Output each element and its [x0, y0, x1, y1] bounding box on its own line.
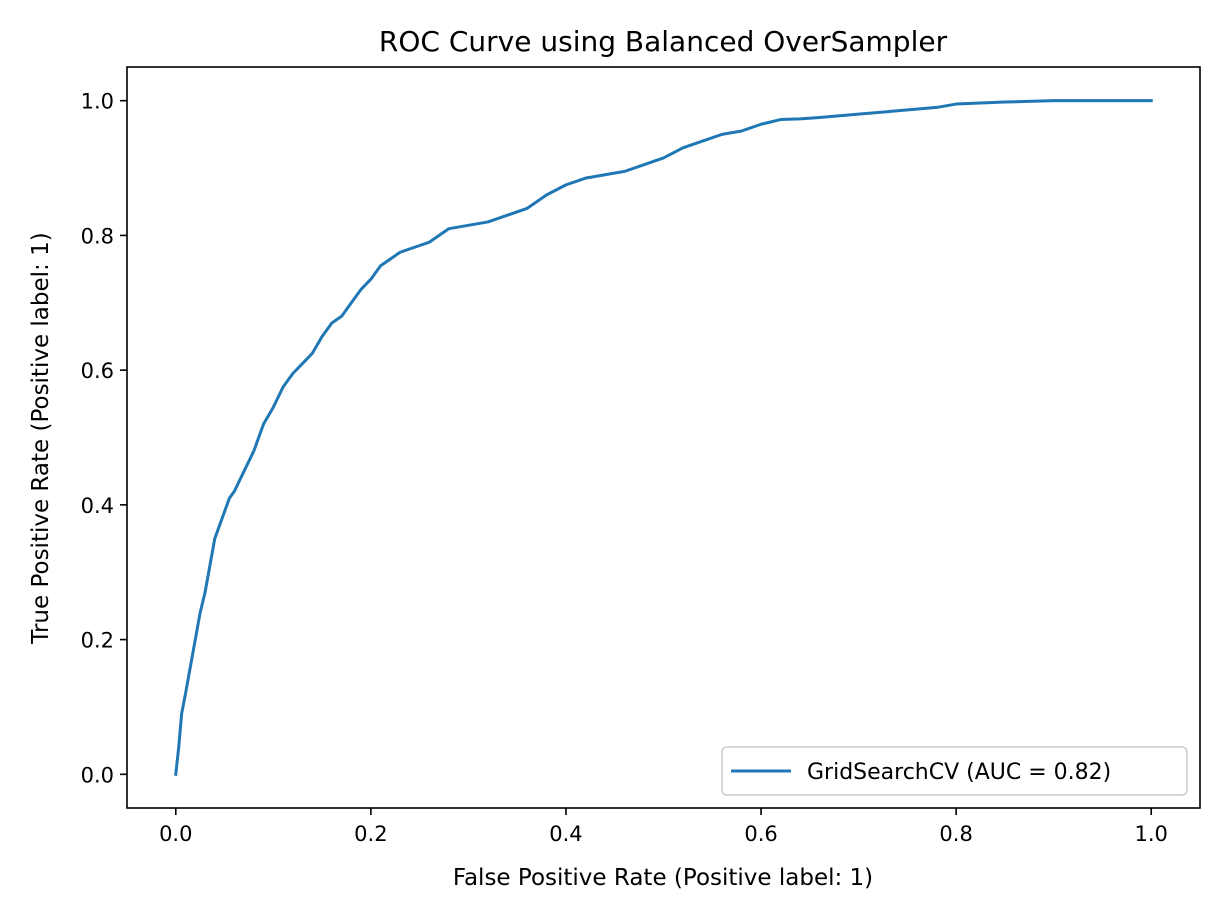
- x-axis-label: False Positive Rate (Positive label: 1): [453, 865, 873, 891]
- x-tick-label: 0.4: [549, 822, 582, 846]
- x-tick-label: 0.8: [939, 822, 972, 846]
- legend-box: [721, 746, 1188, 796]
- y-axis-label: True Positive Rate (Positive label: 1): [28, 232, 54, 644]
- y-tick-label: 1.0: [81, 90, 114, 114]
- y-tick-label: 0.8: [81, 224, 114, 248]
- y-tick-label: 0.4: [81, 494, 114, 518]
- y-tick-label: 0.0: [81, 763, 114, 787]
- plot-area: 0.0 0.2 0.4 0.6 0.8 1.0 0.0 0.2 0.4 0.6 0.8 1.0 Grid…: [81, 66, 1201, 846]
- plot-frame: [126, 66, 1201, 809]
- x-tick-label: 0.0: [159, 822, 192, 846]
- y-tick-label: 0.6: [81, 359, 114, 383]
- y-tick-label: 0.2: [81, 629, 114, 653]
- legend: GridSearchCV (AUC = 0.82): [721, 746, 1188, 796]
- x-tick-label: 0.6: [744, 822, 777, 846]
- legend-label: GridSearchCV (AUC = 0.82): [807, 760, 1111, 785]
- roc-curve-line: [174, 99, 1153, 776]
- chart-title: ROC Curve using Balanced OverSampler: [379, 25, 948, 58]
- x-tick-label: 1.0: [1135, 822, 1168, 846]
- x-tick-label: 0.2: [354, 822, 387, 846]
